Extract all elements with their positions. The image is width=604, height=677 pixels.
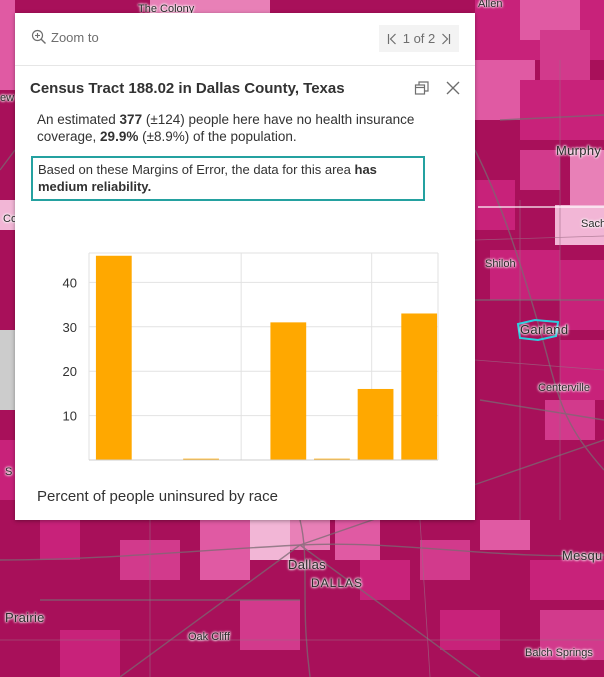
y-tick-label: 20 bbox=[63, 364, 77, 379]
y-tick-label: 10 bbox=[63, 409, 77, 424]
pager-text: 1 of 2 bbox=[402, 31, 436, 46]
chevron-right-icon bbox=[442, 33, 451, 44]
map-label-edge-c: Co bbox=[3, 213, 18, 225]
popup-header: Zoom to 1 of 2 bbox=[15, 13, 475, 66]
reliability-text: Based on these Margins of Error, the dat… bbox=[38, 162, 355, 177]
map-label-sachse: Sach bbox=[581, 218, 604, 230]
next-feature-button[interactable] bbox=[439, 29, 453, 49]
map-label-the-colony: The Colony bbox=[138, 3, 195, 15]
zoom-to-button[interactable]: Zoom to bbox=[31, 29, 99, 45]
uninsured-percent: 29.9% bbox=[100, 129, 139, 144]
bar-chart: 10 20 30 40 bbox=[63, 252, 439, 461]
map-label-balch-springs: Balch Springs bbox=[525, 647, 593, 659]
map-label-prairie: Prairie bbox=[5, 610, 45, 625]
garland-outline[interactable] bbox=[516, 318, 560, 342]
previous-feature-button[interactable] bbox=[385, 29, 399, 49]
chart-container: 10 20 30 40 bbox=[15, 228, 475, 478]
reliability-emphasis: has medium reliability. bbox=[38, 162, 377, 194]
map-label-murphy: Murphy bbox=[556, 143, 602, 158]
popup-title: Census Tract 188.02 in Dallas County, Te… bbox=[30, 80, 345, 97]
map-label-mesquite: Mesqu bbox=[562, 548, 603, 563]
map-label-garland: Garland bbox=[520, 322, 569, 337]
desc-text-3: (±8.9%) of the population. bbox=[138, 129, 297, 144]
desc-text-1: An estimated bbox=[37, 112, 120, 127]
uninsured-count: 377 bbox=[119, 112, 143, 127]
chart-bar bbox=[270, 322, 307, 460]
feature-pager: 1 of 2 bbox=[379, 25, 459, 52]
map-label-centerville: Centerville bbox=[538, 382, 590, 394]
chart-bar bbox=[357, 388, 394, 460]
map-roads-minor bbox=[0, 60, 604, 677]
map-label-oak-cliff: Oak Cliff bbox=[188, 631, 230, 643]
popup-description: An estimated 377 (±124) people here have… bbox=[37, 111, 457, 145]
map-boundary-line bbox=[478, 206, 604, 208]
chart-bar bbox=[314, 458, 350, 460]
reliability-box: Based on these Margins of Error, the dat… bbox=[31, 156, 425, 201]
dock-icon[interactable] bbox=[414, 80, 430, 96]
map-label-edge-ew: ew bbox=[0, 92, 15, 104]
chevron-left-icon bbox=[387, 33, 396, 44]
zoom-to-label: Zoom to bbox=[51, 29, 99, 45]
chart-title: Percent of people uninsured by race bbox=[37, 488, 278, 505]
zoom-in-icon bbox=[31, 29, 46, 44]
map-label-shiloh: Shiloh bbox=[485, 258, 516, 270]
popup-panel: Zoom to 1 of 2 Census Tract 188.02 in Da… bbox=[15, 13, 475, 520]
map-label-allen: Allen bbox=[478, 0, 503, 10]
y-tick-label: 40 bbox=[63, 275, 77, 290]
map-label-dallas: Dallas bbox=[288, 557, 326, 572]
chart-bar bbox=[401, 313, 438, 460]
chart-bar bbox=[183, 458, 219, 460]
desc-text-2: (±124) people here have no health insura… bbox=[37, 112, 415, 144]
y-tick-label: 30 bbox=[63, 320, 77, 335]
close-icon[interactable] bbox=[445, 80, 461, 96]
map-label-edge-s: S bbox=[5, 466, 13, 478]
map-label-dallas-county: DALLAS bbox=[311, 576, 364, 590]
chart-bar bbox=[95, 255, 132, 460]
